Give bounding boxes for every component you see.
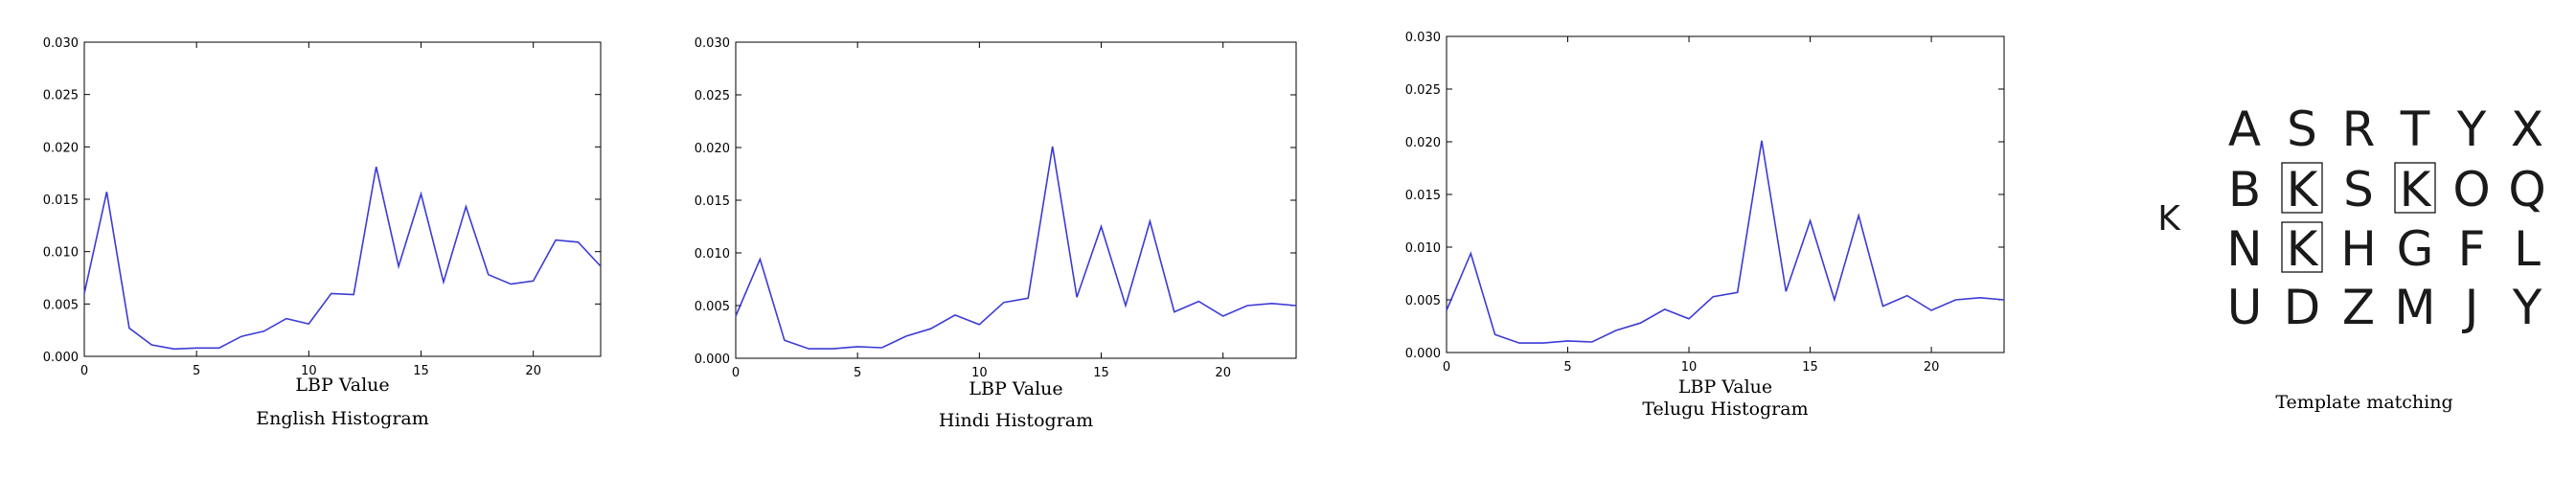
- y-tick-label: 0.025: [1405, 83, 1441, 98]
- grid-letter: M: [2394, 280, 2435, 335]
- plot-frame: [735, 41, 1297, 359]
- x-tick-label: 10: [971, 366, 988, 380]
- grid-letter: F: [2458, 221, 2486, 277]
- grid-letter: D: [2284, 280, 2321, 335]
- grid-letter: Z: [2342, 280, 2375, 335]
- template-matching-caption: Template matching: [2275, 392, 2452, 413]
- grid-letter: B: [2228, 162, 2261, 217]
- x-axis-label: LBP Value: [969, 378, 1062, 399]
- hindi-histogram-panel: 0.000 0.005 0.010 0.015 0.020 0.025 0.030 0 5 10 1…: [695, 36, 1297, 431]
- grid-letter: K: [2287, 162, 2319, 217]
- x-tick-label: 0: [1443, 360, 1450, 375]
- y-tick-label: 0.030: [1405, 31, 1441, 45]
- grid-letter: L: [2514, 221, 2541, 277]
- y-tick-label: 0.015: [1405, 189, 1441, 203]
- histogram-series-line: [1446, 140, 2005, 344]
- grid-letter: Y: [2512, 280, 2542, 335]
- telugu-histogram-panel: 0.000 0.005 0.010 0.015 0.020 0.025 0.030 0 5 10 1…: [1405, 31, 2005, 420]
- grid-letter: A: [2228, 102, 2261, 157]
- y-tick-label: 0.020: [1405, 136, 1441, 150]
- x-tick-label: 20: [1215, 366, 1231, 380]
- x-axis-label: LBP Value: [1678, 376, 1772, 398]
- y-tick-label: 0.015: [43, 193, 79, 208]
- x-tick-label: 20: [525, 364, 541, 378]
- histogram-series-line: [735, 146, 1297, 350]
- grid-letter: S: [2343, 162, 2374, 217]
- grid-letter: S: [2287, 102, 2317, 157]
- x-tick-label: 15: [1093, 366, 1109, 380]
- grid-letter: R: [2342, 102, 2376, 157]
- y-tick-label: 0.025: [43, 89, 79, 103]
- grid-letter: J: [2462, 280, 2479, 335]
- match-highlight-box: [2394, 162, 2436, 214]
- y-tick-label: 0.015: [695, 194, 730, 209]
- y-tick-label: 0.010: [1405, 241, 1441, 256]
- y-tick-label: 0.025: [695, 89, 730, 103]
- x-tick-label: 15: [1802, 360, 1818, 375]
- y-tick-label: 0.030: [695, 36, 730, 51]
- x-axis-label: LBP Value: [295, 375, 389, 396]
- grid-letter: N: [2226, 221, 2262, 277]
- match-highlight-box: [2281, 162, 2323, 214]
- x-tick-label: 5: [193, 364, 200, 378]
- chart-caption: English Histogram: [256, 408, 429, 429]
- chart-caption: Hindi Histogram: [939, 410, 1093, 431]
- histogram-series-line: [83, 166, 602, 351]
- grid-letter: Y: [2456, 102, 2487, 157]
- grid-letter: H: [2340, 221, 2377, 277]
- x-tick-label: 0: [732, 366, 740, 380]
- x-tick-label: 20: [1924, 360, 1940, 375]
- grid-letter: U: [2227, 280, 2263, 335]
- english-histogram-panel: 0.000 0.005 0.010 0.015 0.020 0.025 0.030 0 5 10 1…: [43, 36, 602, 429]
- y-tick-label: 0.020: [43, 141, 79, 155]
- grid-letter: T: [2400, 102, 2430, 157]
- grid-letter: K: [2400, 162, 2432, 217]
- y-tick-label: 0.005: [1405, 294, 1441, 308]
- grid-letter: K: [2287, 221, 2319, 277]
- x-tick-label: 0: [80, 364, 88, 378]
- y-tick-label: 0.000: [1405, 347, 1441, 361]
- x-tick-label: 10: [1681, 360, 1698, 375]
- grid-letter: G: [2397, 221, 2434, 277]
- x-tick-label: 5: [854, 366, 861, 380]
- chart-caption: Telugu Histogram: [1642, 398, 1808, 420]
- y-tick-label: 0.005: [43, 298, 79, 312]
- plot-frame: [83, 41, 602, 357]
- match-highlight-box: [2281, 221, 2323, 273]
- y-tick-label: 0.005: [695, 300, 730, 314]
- x-tick-label: 10: [301, 364, 317, 378]
- grid-letter: X: [2511, 102, 2543, 157]
- y-tick-label: 0.000: [695, 353, 730, 367]
- grid-letter: O: [2452, 162, 2490, 217]
- y-tick-label: 0.030: [43, 36, 79, 51]
- plot-frame: [1446, 35, 2005, 353]
- query-letter: K: [2157, 199, 2181, 239]
- grid-letter: Q: [2508, 162, 2545, 217]
- y-tick-label: 0.010: [695, 247, 730, 262]
- y-tick-label: 0.010: [43, 246, 79, 261]
- y-tick-label: 0.000: [43, 351, 79, 365]
- x-tick-label: 15: [413, 364, 429, 378]
- x-tick-label: 5: [1563, 360, 1571, 375]
- y-tick-label: 0.020: [695, 142, 730, 156]
